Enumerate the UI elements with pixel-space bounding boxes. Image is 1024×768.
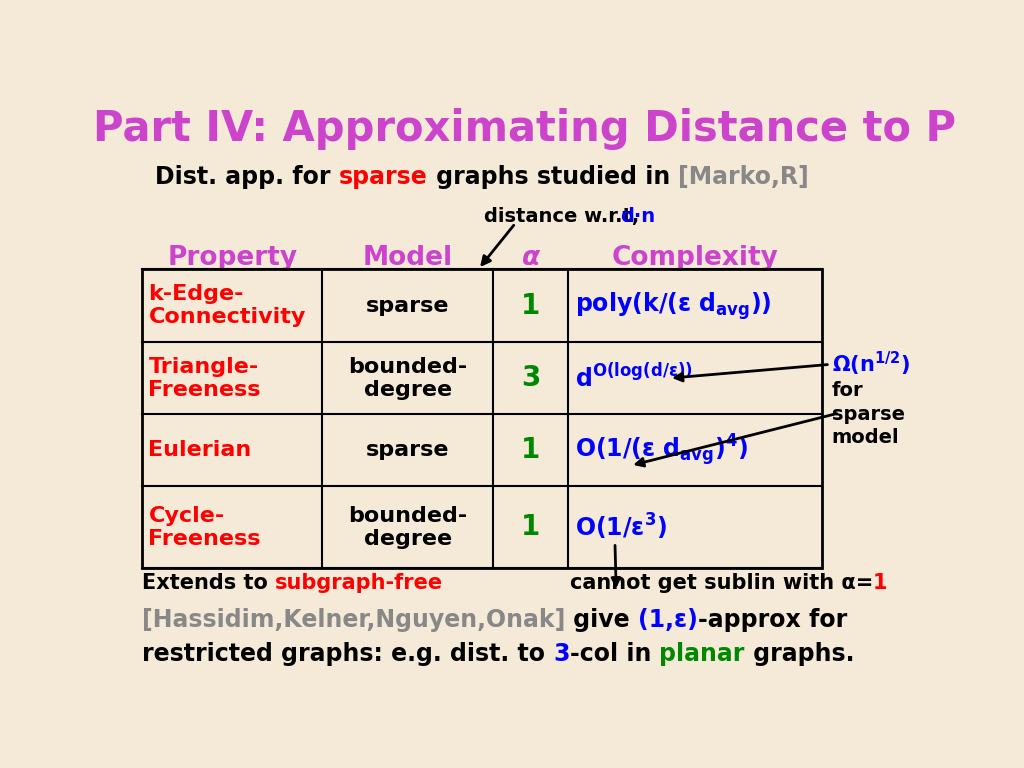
Text: 1: 1 [521, 436, 541, 464]
Text: $\mathbf{O(1/\varepsilon^3)}$: $\mathbf{O(1/\varepsilon^3)}$ [574, 512, 667, 542]
Text: Extends to: Extends to [142, 574, 275, 594]
Text: bounded-
degree: bounded- degree [348, 356, 467, 400]
Text: $\mathbf{\Omega(n^{1/2})}$: $\mathbf{\Omega(n^{1/2})}$ [831, 350, 909, 379]
Text: graphs.: graphs. [744, 642, 854, 667]
Text: d·n: d·n [621, 207, 655, 227]
Text: α: α [521, 245, 540, 270]
Text: 1: 1 [521, 513, 541, 541]
Text: planar: planar [659, 642, 744, 667]
Text: Property: Property [167, 245, 297, 270]
Text: give: give [565, 607, 638, 631]
Text: sparse: sparse [366, 296, 450, 316]
Bar [142, 270, 822, 568]
Text: 3: 3 [553, 642, 569, 667]
Text: [Hassidim,Kelner,Nguyen,Onak]: [Hassidim,Kelner,Nguyen,Onak] [142, 607, 565, 631]
Text: cannot get sublin with α=: cannot get sublin with α= [569, 574, 873, 594]
Text: 3: 3 [521, 364, 541, 392]
Text: 1: 1 [521, 292, 541, 319]
Text: distance w.r.t,: distance w.r.t, [484, 207, 653, 227]
Text: subgraph-free: subgraph-free [275, 574, 443, 594]
Text: $\mathbf{d^{O(log(d/\varepsilon))}}$: $\mathbf{d^{O(log(d/\varepsilon))}}$ [574, 364, 692, 392]
Text: Triangle-
Freeness: Triangle- Freeness [148, 356, 261, 400]
Text: graphs studied in: graphs studied in [428, 165, 678, 189]
Text: Eulerian: Eulerian [148, 440, 252, 460]
Text: restricted graphs: e.g. dist. to: restricted graphs: e.g. dist. to [142, 642, 553, 667]
Text: [Marko,R]: [Marko,R] [678, 165, 809, 189]
Text: 1: 1 [873, 574, 888, 594]
Text: $\mathbf{poly(k/(\varepsilon\ d_{avg}))}$: $\mathbf{poly(k/(\varepsilon\ d_{avg}))}… [574, 290, 771, 322]
Text: $\mathbf{O(1/(\varepsilon\ d_{avg})^4)}$: $\mathbf{O(1/(\varepsilon\ d_{avg})^4)}$ [574, 432, 748, 468]
Text: sparse: sparse [339, 165, 428, 189]
Text: -col in: -col in [569, 642, 659, 667]
Text: k-Edge-
Connectivity: k-Edge- Connectivity [148, 284, 306, 327]
Text: Part IV: Approximating Distance to P: Part IV: Approximating Distance to P [93, 108, 956, 150]
Text: Complexity: Complexity [612, 245, 779, 270]
Text: (1,ε): (1,ε) [638, 607, 698, 631]
Text: for
sparse
model: for sparse model [831, 381, 904, 447]
Text: Cycle-
Freeness: Cycle- Freeness [148, 505, 261, 549]
Text: Model: Model [362, 245, 453, 270]
Text: -approx for: -approx for [698, 607, 847, 631]
Text: bounded-
degree: bounded- degree [348, 505, 467, 549]
Text: sparse: sparse [366, 440, 450, 460]
Text: Dist. app. for: Dist. app. for [155, 165, 339, 189]
